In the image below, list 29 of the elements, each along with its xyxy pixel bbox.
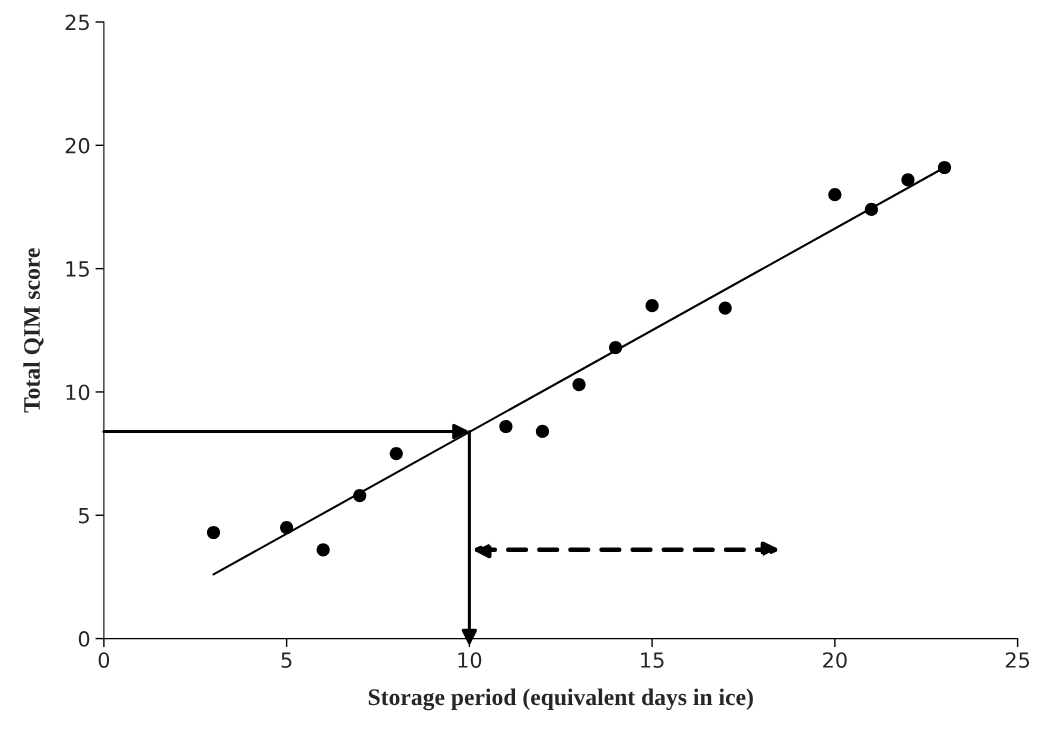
point: [535, 424, 550, 438]
x-tick-label: 5: [281, 652, 292, 668]
point: [280, 521, 294, 535]
point: [864, 202, 878, 217]
point: [937, 160, 952, 175]
y-tick-label: 15: [66, 261, 89, 277]
point: [572, 377, 586, 392]
y-tick-label: 5: [79, 507, 89, 524]
point: [499, 419, 513, 434]
point: [353, 488, 367, 503]
y-tick-label: 0: [78, 631, 90, 647]
y-tick-label: 10: [66, 384, 90, 401]
y-axis-title: Total QIM score: [23, 248, 44, 413]
point: [206, 525, 221, 540]
x-tick-label: 10: [458, 652, 482, 668]
y-tick-label: 25: [65, 14, 89, 31]
point: [316, 543, 330, 557]
x-tick-label: 15: [641, 652, 664, 668]
x-tick-label: 0: [98, 652, 110, 668]
point: [645, 299, 659, 313]
point: [828, 188, 842, 202]
y-tick-label: 20: [65, 137, 90, 154]
x-tick-label: 20: [823, 652, 847, 668]
x-tick-label: 25: [1005, 652, 1030, 668]
point: [718, 301, 732, 315]
point: [608, 340, 623, 355]
point: [389, 447, 403, 461]
x-axis-title: Storage period (equivalent days in ice): [368, 688, 753, 711]
point: [901, 173, 915, 187]
